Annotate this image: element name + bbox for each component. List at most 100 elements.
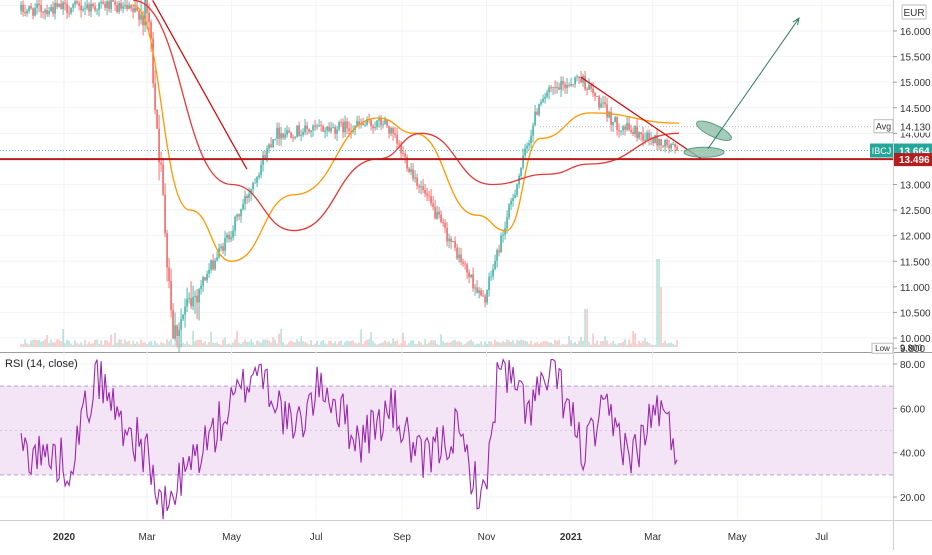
candle-body[interactable] <box>610 111 612 126</box>
candle-body[interactable] <box>342 122 344 133</box>
candle-body[interactable] <box>418 185 420 188</box>
candle-body[interactable] <box>46 10 48 15</box>
candle-body[interactable] <box>344 121 346 133</box>
candle-body[interactable] <box>232 230 234 238</box>
candle-body[interactable] <box>506 217 508 229</box>
candle-body[interactable] <box>154 83 156 110</box>
candle-body[interactable] <box>656 135 658 146</box>
candle-body[interactable] <box>554 87 556 89</box>
candle-body[interactable] <box>294 136 296 138</box>
candle-body[interactable] <box>136 7 138 11</box>
candle-body[interactable] <box>184 306 186 315</box>
candle-body[interactable] <box>242 203 244 210</box>
candle-body[interactable] <box>316 126 318 128</box>
candle-body[interactable] <box>24 11 26 14</box>
candle-body[interactable] <box>230 237 232 240</box>
candle-body[interactable] <box>148 12 150 23</box>
candle-body[interactable] <box>416 177 418 186</box>
candle-body[interactable] <box>306 125 308 130</box>
candle-body[interactable] <box>300 135 302 136</box>
candle-body[interactable] <box>304 125 306 133</box>
candle-body[interactable] <box>132 8 134 12</box>
candle-body[interactable] <box>110 0 112 10</box>
candle-body[interactable] <box>182 314 184 320</box>
candle-body[interactable] <box>646 132 648 140</box>
candle-body[interactable] <box>72 4 74 8</box>
candle-body[interactable] <box>616 117 618 131</box>
candle-body[interactable] <box>372 126 374 129</box>
candle-body[interactable] <box>398 143 400 145</box>
candle-body[interactable] <box>512 198 514 201</box>
candle-body[interactable] <box>180 319 182 330</box>
candle-body[interactable] <box>568 85 570 86</box>
candle-body[interactable] <box>382 124 384 126</box>
candle-body[interactable] <box>54 3 56 14</box>
candle-body[interactable] <box>432 203 434 208</box>
candle-body[interactable] <box>88 4 90 12</box>
candle-body[interactable] <box>406 157 408 169</box>
candle-body[interactable] <box>42 11 44 13</box>
candle-body[interactable] <box>676 147 678 151</box>
candle-body[interactable] <box>348 128 350 131</box>
candle-body[interactable] <box>44 10 46 13</box>
candle-body[interactable] <box>244 196 246 204</box>
candle-body[interactable] <box>144 0 146 26</box>
candle-body[interactable] <box>482 295 484 297</box>
candle-body[interactable] <box>540 101 542 105</box>
candle-body[interactable] <box>580 78 582 83</box>
candle-body[interactable] <box>238 214 240 217</box>
candle-body[interactable] <box>318 125 320 127</box>
candle-body[interactable] <box>536 111 538 115</box>
candle-body[interactable] <box>236 214 238 217</box>
candle-body[interactable] <box>36 3 38 8</box>
candle-body[interactable] <box>638 132 640 138</box>
candle-body[interactable] <box>224 238 226 251</box>
candle-body[interactable] <box>122 6 124 9</box>
candle-body[interactable] <box>62 2 64 10</box>
candle-body[interactable] <box>40 5 42 12</box>
candle-body[interactable] <box>30 6 32 9</box>
candle-body[interactable] <box>34 7 36 16</box>
candle-body[interactable] <box>56 3 58 7</box>
candle-body[interactable] <box>378 118 380 121</box>
candle-body[interactable] <box>670 144 672 149</box>
candle-body[interactable] <box>548 87 550 93</box>
candle-body[interactable] <box>216 257 218 261</box>
candle-body[interactable] <box>170 281 172 311</box>
candle-body[interactable] <box>494 261 496 270</box>
candle-body[interactable] <box>488 276 490 291</box>
candle-body[interactable] <box>70 7 72 13</box>
candle-body[interactable] <box>264 155 266 161</box>
candle-body[interactable] <box>276 127 278 139</box>
candle-body[interactable] <box>58 3 60 7</box>
candle-body[interactable] <box>326 126 328 131</box>
candle-body[interactable] <box>98 3 100 10</box>
candle-body[interactable] <box>620 130 622 132</box>
candle-body[interactable] <box>22 4 24 12</box>
candle-body[interactable] <box>450 238 452 242</box>
candle-body[interactable] <box>652 137 654 144</box>
candle-body[interactable] <box>602 102 604 104</box>
candle-body[interactable] <box>632 131 634 135</box>
candle-body[interactable] <box>190 298 192 307</box>
candle-body[interactable] <box>530 135 532 144</box>
candle-body[interactable] <box>618 130 620 132</box>
candle-body[interactable] <box>622 126 624 131</box>
candle-body[interactable] <box>214 260 216 270</box>
candle-body[interactable] <box>362 123 364 126</box>
candle-body[interactable] <box>590 84 592 89</box>
candle-body[interactable] <box>130 5 132 9</box>
candle-body[interactable] <box>266 148 268 161</box>
candle-body[interactable] <box>472 274 474 289</box>
candle-body[interactable] <box>134 7 136 12</box>
candle-body[interactable] <box>490 276 492 278</box>
candle-body[interactable] <box>408 168 410 172</box>
candle-body[interactable] <box>188 298 190 299</box>
candle-body[interactable] <box>522 155 524 168</box>
candle-body[interactable] <box>100 1 102 4</box>
candle-body[interactable] <box>586 89 588 90</box>
candle-body[interactable] <box>94 6 96 11</box>
candle-body[interactable] <box>480 290 482 296</box>
candle-body[interactable] <box>48 11 50 15</box>
candle-body[interactable] <box>270 144 272 148</box>
